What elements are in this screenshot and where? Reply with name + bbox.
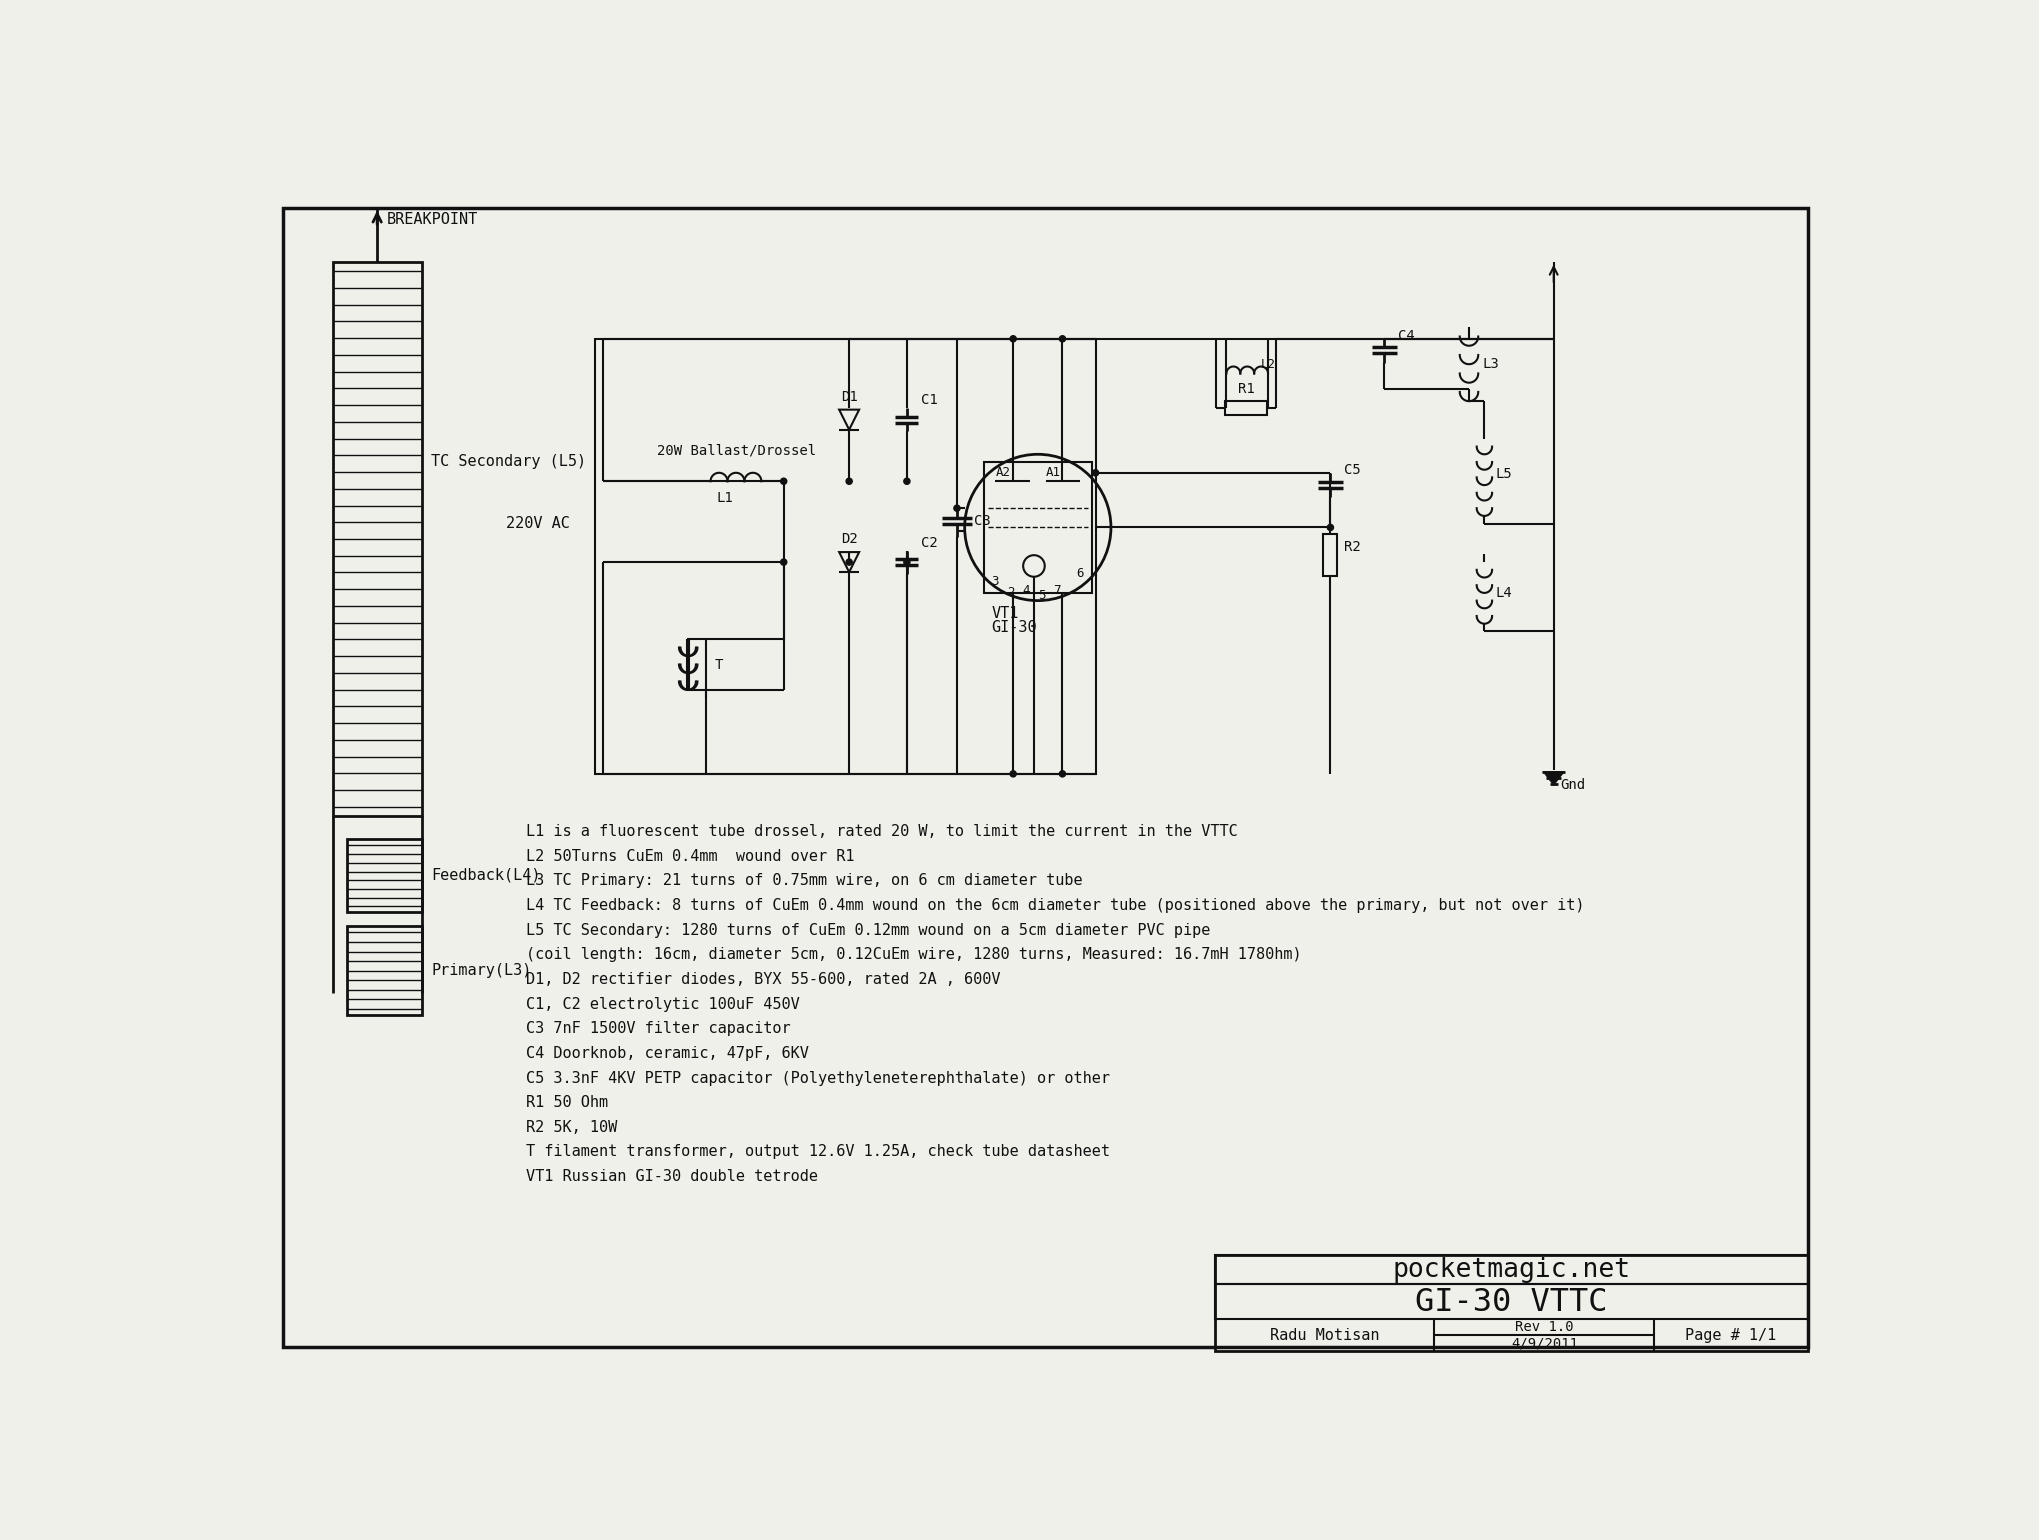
Text: Feedback(L4): Feedback(L4) bbox=[430, 869, 540, 882]
Text: C5 3.3nF 4KV PETP capacitor (Polyethyleneterephthalate) or other: C5 3.3nF 4KV PETP capacitor (Polyethylen… bbox=[526, 1070, 1109, 1086]
Text: C3: C3 bbox=[973, 514, 991, 528]
Bar bbox=[1215, 1255, 1807, 1352]
Circle shape bbox=[846, 477, 852, 484]
Text: D1, D2 rectifier diodes, BYX 55-600, rated 2A , 600V: D1, D2 rectifier diodes, BYX 55-600, rat… bbox=[526, 972, 999, 987]
Text: GI-30: GI-30 bbox=[991, 621, 1036, 634]
Text: pocketmagic.net: pocketmagic.net bbox=[1391, 1257, 1629, 1283]
Circle shape bbox=[1009, 336, 1015, 342]
Bar bbox=[1323, 533, 1338, 576]
Bar bbox=[983, 462, 1091, 593]
Bar bbox=[332, 262, 422, 816]
Text: C1: C1 bbox=[920, 393, 938, 408]
Circle shape bbox=[1093, 470, 1099, 476]
Text: 5: 5 bbox=[1038, 588, 1044, 602]
Text: L3 TC Primary: 21 turns of 0.75mm wire, on 6 cm diameter tube: L3 TC Primary: 21 turns of 0.75mm wire, … bbox=[526, 873, 1083, 889]
Text: C5: C5 bbox=[1344, 462, 1360, 477]
Text: 4: 4 bbox=[1022, 584, 1030, 598]
Text: TC Secondary (L5): TC Secondary (L5) bbox=[430, 454, 585, 470]
Text: L4 TC Feedback: 8 turns of CuEm 0.4mm wound on the 6cm diameter tube (positioned: L4 TC Feedback: 8 turns of CuEm 0.4mm wo… bbox=[526, 898, 1584, 913]
Text: L5 TC Secondary: 1280 turns of CuEm 0.12mm wound on a 5cm diameter PVC pipe: L5 TC Secondary: 1280 turns of CuEm 0.12… bbox=[526, 922, 1209, 938]
Text: Rev 1.0: Rev 1.0 bbox=[1515, 1320, 1572, 1334]
Polygon shape bbox=[1541, 772, 1564, 785]
Text: L2: L2 bbox=[1260, 357, 1276, 371]
Text: BREAKPOINT: BREAKPOINT bbox=[385, 213, 477, 226]
Text: Primary(L3): Primary(L3) bbox=[430, 962, 530, 978]
Text: 6: 6 bbox=[1077, 567, 1083, 581]
Text: R1: R1 bbox=[1238, 382, 1254, 396]
Text: C1, C2 electrolytic 100uF 450V: C1, C2 electrolytic 100uF 450V bbox=[526, 996, 799, 1012]
Text: D1: D1 bbox=[840, 390, 858, 403]
Text: C4 Doorknob, ceramic, 47pF, 6KV: C4 Doorknob, ceramic, 47pF, 6KV bbox=[526, 1046, 807, 1061]
Text: 4/9/2011: 4/9/2011 bbox=[1511, 1337, 1578, 1351]
Text: R2 5K, 10W: R2 5K, 10W bbox=[526, 1120, 616, 1135]
Text: T filament transformer, output 12.6V 1.25A, check tube datasheet: T filament transformer, output 12.6V 1.2… bbox=[526, 1144, 1109, 1160]
Text: Gnd: Gnd bbox=[1560, 778, 1584, 793]
Bar bbox=[1215, 1255, 1807, 1284]
Bar bbox=[347, 926, 422, 1015]
Text: VT1 Russian GI-30 double tetrode: VT1 Russian GI-30 double tetrode bbox=[526, 1169, 818, 1184]
Text: Radu Motisan: Radu Motisan bbox=[1270, 1327, 1378, 1343]
Bar bbox=[1215, 1284, 1807, 1318]
Circle shape bbox=[1009, 770, 1015, 776]
Text: D2: D2 bbox=[840, 531, 858, 547]
Text: A2: A2 bbox=[995, 465, 1009, 479]
Text: L1: L1 bbox=[716, 491, 734, 505]
Text: C4: C4 bbox=[1397, 330, 1415, 343]
Circle shape bbox=[1058, 770, 1064, 776]
Circle shape bbox=[903, 477, 909, 484]
Text: 7: 7 bbox=[1052, 584, 1060, 598]
Circle shape bbox=[846, 559, 852, 565]
Circle shape bbox=[781, 559, 787, 565]
Circle shape bbox=[1327, 524, 1334, 530]
Text: C2: C2 bbox=[920, 536, 938, 550]
Text: GI-30 VTTC: GI-30 VTTC bbox=[1415, 1286, 1607, 1318]
Circle shape bbox=[781, 477, 787, 484]
Text: 3: 3 bbox=[991, 574, 999, 588]
Bar bbox=[347, 839, 422, 912]
Text: C3 7nF 1500V filter capacitor: C3 7nF 1500V filter capacitor bbox=[526, 1021, 789, 1036]
Circle shape bbox=[903, 559, 909, 565]
Text: L1 is a fluorescent tube drossel, rated 20 W, to limit the current in the VTTC: L1 is a fluorescent tube drossel, rated … bbox=[526, 824, 1238, 839]
Text: 220V AC: 220V AC bbox=[506, 516, 571, 531]
Text: R1 50 Ohm: R1 50 Ohm bbox=[526, 1095, 608, 1110]
Text: R2: R2 bbox=[1344, 539, 1360, 554]
Text: L2 50Turns CuEm 0.4mm  wound over R1: L2 50Turns CuEm 0.4mm wound over R1 bbox=[526, 849, 854, 864]
Polygon shape bbox=[838, 551, 858, 571]
Text: A1: A1 bbox=[1046, 465, 1060, 479]
Circle shape bbox=[954, 505, 960, 511]
Circle shape bbox=[1058, 336, 1064, 342]
Bar bbox=[595, 339, 1095, 773]
Polygon shape bbox=[838, 410, 858, 430]
Text: 20W Ballast/Drossel: 20W Ballast/Drossel bbox=[657, 444, 816, 457]
Text: L5: L5 bbox=[1495, 467, 1513, 480]
Text: L4: L4 bbox=[1495, 585, 1513, 601]
Text: T: T bbox=[714, 658, 722, 671]
Text: Page # 1/1: Page # 1/1 bbox=[1684, 1327, 1776, 1343]
Text: L3: L3 bbox=[1482, 357, 1499, 371]
Text: 2: 2 bbox=[1007, 587, 1013, 599]
Text: (coil length: 16cm, diameter 5cm, 0.12CuEm wire, 1280 turns, Measured: 16.7mH 17: (coil length: 16cm, diameter 5cm, 0.12Cu… bbox=[526, 947, 1301, 962]
Text: VT1: VT1 bbox=[991, 607, 1017, 621]
Bar bbox=[1223, 400, 1266, 414]
